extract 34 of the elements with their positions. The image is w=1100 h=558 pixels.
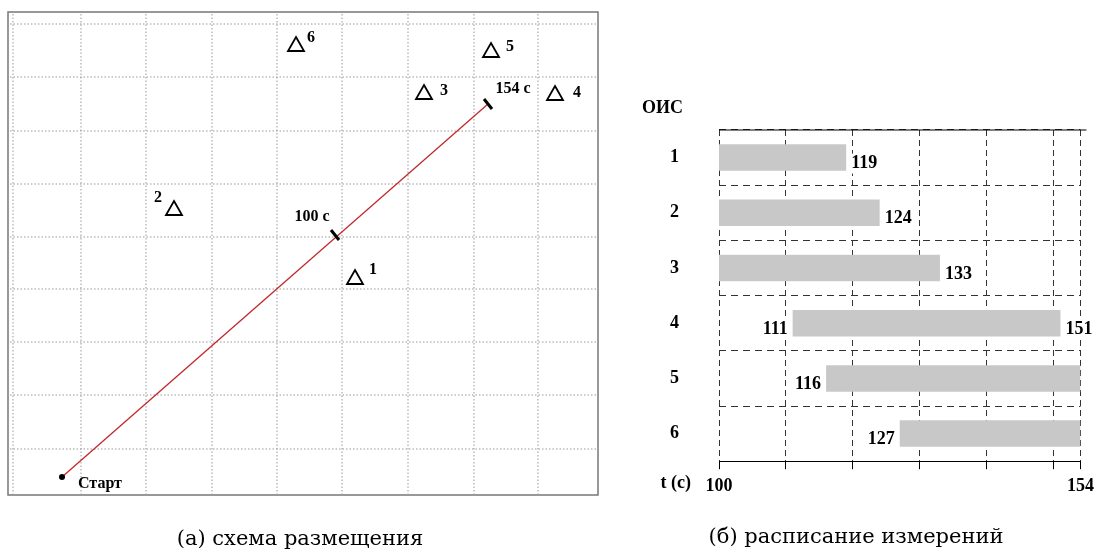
text: (а) схема размещения <box>176 526 424 550</box>
text: 4 <box>573 83 581 100</box>
text: 2 <box>154 188 162 205</box>
x-tick-label: 100 <box>705 474 733 495</box>
text: 5 <box>506 37 514 54</box>
y-tick-label: 2 <box>670 201 679 222</box>
bar <box>719 144 847 171</box>
text: 6 <box>307 28 315 45</box>
annotation: 151 <box>1065 317 1093 338</box>
annotation: 124 <box>884 207 912 228</box>
bar <box>792 309 1061 337</box>
text: 1 <box>369 260 377 277</box>
text: 100 с <box>294 207 330 224</box>
text: 154 с <box>495 79 531 96</box>
annotation: 116 <box>795 373 822 394</box>
y-axis-title: ОИС <box>642 96 684 117</box>
y-tick-label: 4 <box>670 311 679 332</box>
text: 3 <box>440 81 448 98</box>
y-tick-label: 6 <box>670 422 679 443</box>
bar <box>826 365 1081 392</box>
annotation: 127 <box>867 428 895 449</box>
bar <box>899 420 1081 447</box>
y-tick-label: 1 <box>670 146 679 167</box>
annotation: 133 <box>944 262 972 283</box>
y-tick-label: 5 <box>670 367 679 388</box>
x-tick-label: 154 <box>1067 474 1094 495</box>
text: Старт <box>78 474 122 491</box>
y-tick-label: 3 <box>670 256 679 277</box>
bar <box>719 254 940 282</box>
x-axis-title: t (с) <box>660 471 691 493</box>
bar <box>719 199 880 227</box>
annotation: 119 <box>851 152 878 173</box>
text: (б) расписание измерений <box>708 523 1004 548</box>
annotation: 111 <box>762 317 788 338</box>
